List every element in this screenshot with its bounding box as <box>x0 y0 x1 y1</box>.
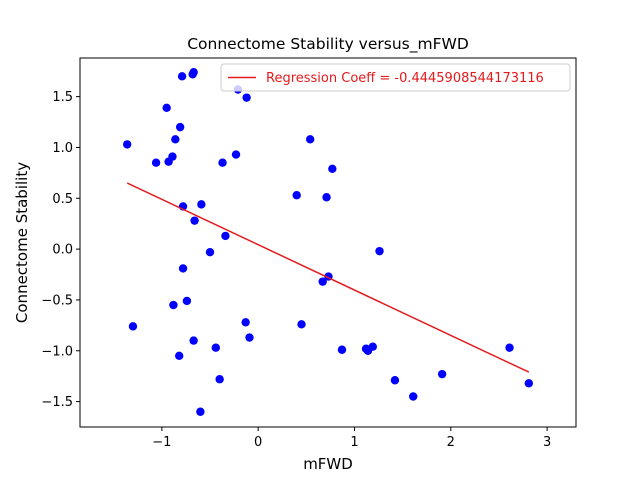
data-point <box>151 158 161 167</box>
data-point <box>505 343 514 352</box>
data-point <box>318 277 327 286</box>
data-point <box>221 231 230 241</box>
data-point <box>169 300 178 310</box>
data-point <box>292 191 301 200</box>
data-point <box>178 264 188 273</box>
y-tick-label: 1.0 <box>52 141 73 156</box>
data-point <box>368 342 377 351</box>
data-point <box>231 150 241 159</box>
data-point <box>437 369 447 379</box>
data-point <box>297 320 306 329</box>
data-point <box>189 68 198 77</box>
data-point <box>182 296 192 306</box>
data-point <box>205 247 215 257</box>
data-point <box>218 158 227 167</box>
y-tick-label: −0.5 <box>41 293 73 308</box>
x-tick-label: −1 <box>152 435 171 450</box>
points-layer <box>122 68 534 416</box>
data-point <box>196 407 205 416</box>
regression-line <box>126 182 530 373</box>
legend: Regression Coeff = -0.4445908544173116 <box>220 63 571 92</box>
data-point <box>305 135 315 144</box>
data-point <box>524 379 534 388</box>
data-point <box>322 193 331 202</box>
data-point <box>375 246 384 256</box>
data-point <box>409 392 418 401</box>
y-tick-label: −1.0 <box>41 344 73 359</box>
data-point <box>211 343 220 352</box>
legend-label: Regression Coeff = -0.4445908544173116 <box>266 71 544 86</box>
plot-area <box>79 57 577 428</box>
data-point <box>245 333 254 342</box>
data-point <box>168 152 177 161</box>
x-tick-label: 2 <box>447 435 455 450</box>
data-point <box>171 135 180 144</box>
regression-layer <box>126 182 530 373</box>
y-tick-label: 1.5 <box>52 90 73 105</box>
y-tick-label: 0.5 <box>52 192 73 207</box>
data-point <box>197 200 206 209</box>
legend-box <box>220 63 571 92</box>
axis-ticks: −1 0 1 2 3 −1.5 −1.0 −0.5 0.0 0.5 1.0 1.5 <box>41 90 551 450</box>
data-point <box>177 72 187 81</box>
x-tick-label: 3 <box>543 435 551 450</box>
data-point <box>175 351 184 361</box>
data-point <box>242 93 251 102</box>
x-axis-title: mFWD <box>303 455 353 473</box>
x-tick-label: 1 <box>350 435 358 450</box>
data-point <box>122 140 132 149</box>
data-point <box>215 375 224 384</box>
data-point <box>190 216 199 225</box>
data-point <box>175 122 185 132</box>
data-point <box>189 336 198 345</box>
data-point <box>328 164 337 173</box>
data-point <box>337 345 347 354</box>
y-tick-label: 0.0 <box>52 243 73 258</box>
data-point <box>241 318 250 327</box>
data-point <box>128 322 138 331</box>
y-axis-title: Connectome Stability <box>13 162 31 323</box>
x-tick-label: 0 <box>254 435 262 450</box>
chart-title: Connectome Stability versus_mFWD <box>187 35 469 54</box>
y-tick-label: −1.5 <box>41 395 73 410</box>
data-point <box>390 376 400 385</box>
data-point <box>162 103 171 113</box>
